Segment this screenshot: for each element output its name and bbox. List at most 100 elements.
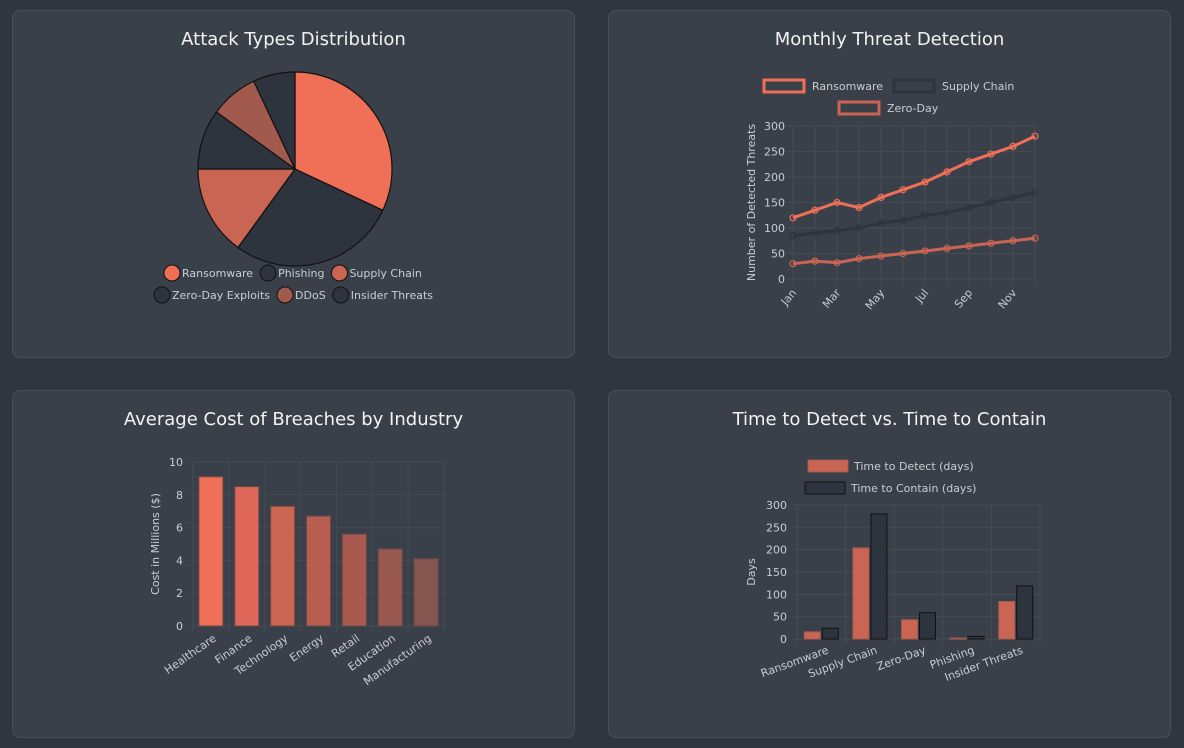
legend-label: Ransomware <box>812 80 883 93</box>
data-point <box>855 255 863 263</box>
data-point <box>965 242 973 250</box>
y-tick-label: 100 <box>764 222 785 235</box>
bar <box>919 612 936 640</box>
data-point <box>899 216 907 224</box>
legend-swatch <box>276 286 294 304</box>
legend-swatch <box>837 100 881 116</box>
bar-retail <box>341 533 367 627</box>
bar <box>1016 585 1034 640</box>
data-point <box>943 168 951 176</box>
legend-label: Insider Threats <box>351 289 434 302</box>
y-tick-label: 150 <box>766 566 787 579</box>
legend-label: Ransomware <box>182 267 253 280</box>
series-line <box>792 236 1036 266</box>
legend-swatch <box>153 286 171 304</box>
x-tick-label: Energy <box>287 632 326 665</box>
x-tick-label: Jul <box>912 287 931 306</box>
bar-healthcare <box>198 476 224 627</box>
bar-manufacturing <box>413 558 439 627</box>
legend-label: Supply Chain <box>942 80 1014 93</box>
y-tick-label: 4 <box>176 554 183 567</box>
data-point <box>877 193 885 201</box>
y-tick-label: 150 <box>764 197 785 210</box>
y-tick-label: 50 <box>773 611 787 624</box>
data-point <box>921 178 929 186</box>
y-tick-label: 10 <box>169 456 183 469</box>
monthly-threat-panel: Monthly Threat Detection 0 50 100 150 200 250… <box>608 10 1171 358</box>
data-point <box>1009 193 1017 201</box>
y-tick-label: 0 <box>778 273 785 286</box>
data-point <box>987 239 995 247</box>
legend-swatch <box>804 481 846 495</box>
pie-slice-ransomware <box>294 71 393 212</box>
legend-label: Time to Detect (days) <box>853 460 974 473</box>
data-point <box>1009 237 1017 245</box>
chart-title: Time to Detect vs. Time to Contain <box>732 409 1047 430</box>
data-point <box>789 260 797 268</box>
bar <box>821 627 839 640</box>
y-axis-label: Number of Detected Threats <box>745 124 758 282</box>
data-point <box>811 257 819 265</box>
legend-label: Zero-Day Exploits <box>172 289 270 302</box>
bar <box>803 631 821 640</box>
x-tick-label: Healthcare <box>162 632 219 677</box>
legend-swatch <box>892 78 936 94</box>
data-point <box>943 244 951 252</box>
bar <box>870 513 888 640</box>
data-point <box>965 158 973 166</box>
bar-technology <box>270 505 296 627</box>
y-tick-label: 200 <box>764 171 785 184</box>
data-point <box>921 211 929 219</box>
data-point <box>833 226 841 235</box>
data-point <box>943 209 951 217</box>
data-point <box>899 249 907 258</box>
data-point <box>789 214 797 222</box>
legend-swatch <box>259 264 277 282</box>
data-point <box>921 247 929 255</box>
pie-slice-supply-chain <box>197 168 297 249</box>
data-point <box>877 252 885 260</box>
y-tick-label: 300 <box>764 120 785 133</box>
legend-swatch <box>807 459 849 473</box>
chart-title: Monthly Threat Detection <box>774 29 1005 50</box>
x-tick-label: Jan <box>778 287 800 309</box>
attack-types-panel: Attack Types Distribution Ransomware Phis… <box>12 10 575 358</box>
data-point <box>789 232 797 240</box>
bar-finance <box>234 486 260 627</box>
pie-slice-phishing <box>237 168 384 267</box>
legend-label: Supply Chain <box>349 267 421 280</box>
bar <box>901 619 918 640</box>
data-point <box>855 224 863 232</box>
x-tick-label: Nov <box>996 286 1020 311</box>
bar <box>852 547 870 640</box>
bar-energy <box>306 515 331 627</box>
data-point <box>811 229 819 237</box>
chart-title: Average Cost of Breaches by Industry <box>123 409 464 430</box>
y-axis-label: Cost in Millions ($) <box>149 493 162 595</box>
legend-label: Zero-Day <box>887 102 939 115</box>
data-point <box>1031 234 1039 242</box>
legend-label: DDoS <box>295 289 326 302</box>
legend-swatch <box>163 264 181 282</box>
y-tick-label: 200 <box>766 544 787 557</box>
line-chart: 0 50 100 150 200 250 300 Jan Mar May Jul Sep Nov Numb… <box>745 78 1039 312</box>
y-tick-label: 2 <box>176 587 183 600</box>
data-point <box>1009 142 1017 150</box>
x-tick-label: Zero-Day <box>875 643 928 673</box>
data-point <box>877 219 885 227</box>
legend-swatch <box>762 78 806 94</box>
y-tick-label: 0 <box>176 620 183 633</box>
data-point <box>855 204 863 212</box>
y-axis-label: Days <box>745 558 758 586</box>
data-point <box>987 198 995 207</box>
data-point <box>811 206 819 214</box>
y-tick-label: 100 <box>766 588 787 601</box>
bar <box>998 600 1016 640</box>
y-tick-label: 8 <box>176 489 183 502</box>
y-tick-label: 6 <box>176 522 183 535</box>
data-point <box>987 150 995 158</box>
legend-swatch <box>330 264 348 282</box>
y-tick-label: 250 <box>764 146 785 159</box>
